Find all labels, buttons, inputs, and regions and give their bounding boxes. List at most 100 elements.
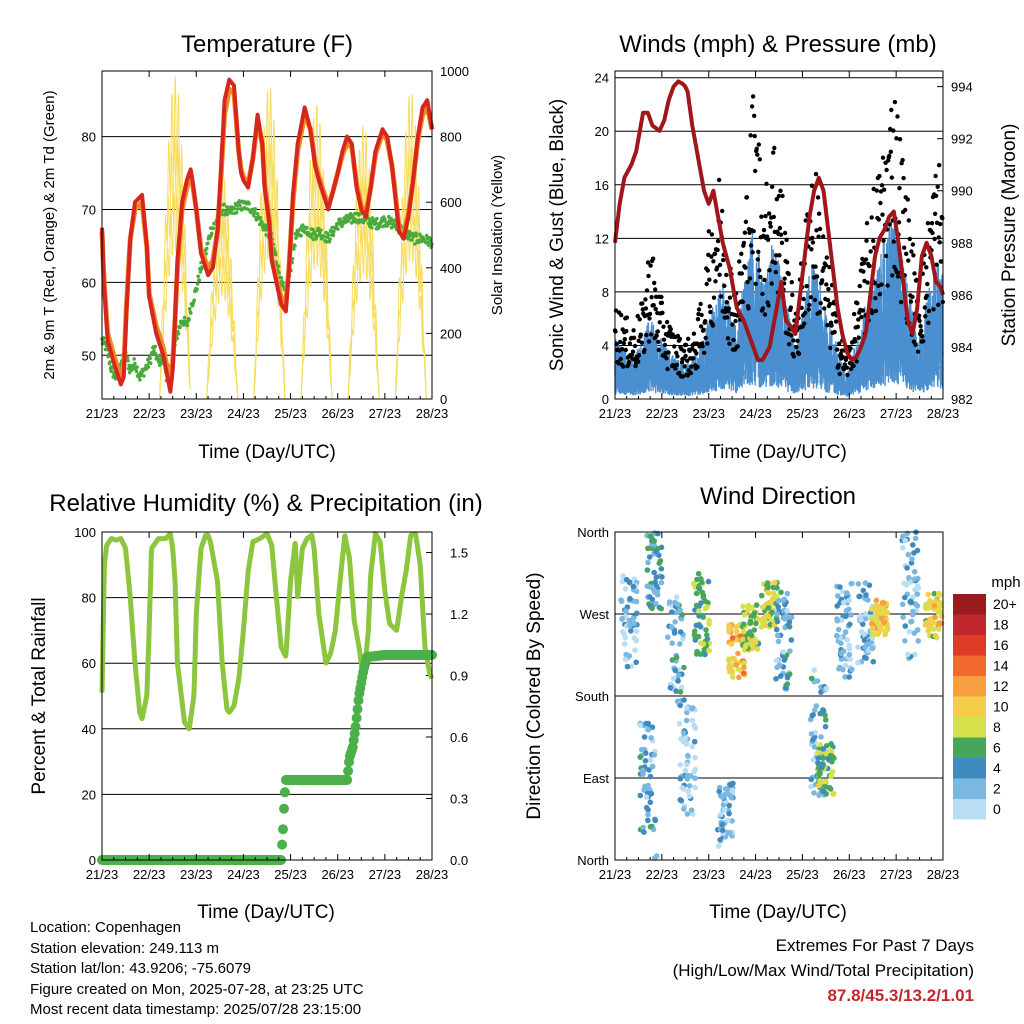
colorbar-label: 4 (993, 760, 1001, 776)
gust-point (683, 353, 688, 359)
dewpoint-point (109, 369, 113, 374)
gust-point (752, 133, 757, 139)
gust-point (624, 315, 630, 320)
y-right-tick-label: 800 (440, 130, 462, 145)
gust-point (848, 346, 853, 351)
gust-point (902, 245, 907, 250)
gust-point (757, 268, 762, 273)
direction-point (870, 658, 877, 665)
dewpoint-point (305, 225, 309, 230)
gust-point (621, 341, 626, 346)
direction-point (726, 802, 732, 809)
gust-point (773, 260, 778, 266)
direction-point (908, 618, 915, 625)
direction-point (914, 591, 921, 597)
direction-point (911, 568, 918, 575)
direction-point (702, 651, 708, 658)
gust-point (759, 214, 764, 219)
gust-point (935, 184, 940, 189)
gust-point (644, 288, 650, 293)
direction-point (808, 783, 814, 790)
gust-point (743, 219, 749, 224)
gust-point (737, 259, 742, 264)
gust-point (905, 197, 910, 202)
direction-point (677, 702, 683, 709)
direction-point (935, 609, 941, 616)
gust-point (707, 277, 712, 282)
direction-point (815, 749, 821, 756)
y-tick-label: 20 (595, 124, 609, 139)
colorbar-swatch (953, 676, 986, 697)
direction-point (822, 712, 828, 718)
direction-point (829, 759, 835, 765)
direction-point (688, 706, 695, 712)
direction-point (765, 605, 772, 611)
gust-point (649, 295, 654, 300)
direction-point (669, 657, 676, 663)
gust-point (891, 239, 896, 244)
colorbar-swatch (953, 758, 986, 779)
gust-point (766, 303, 771, 308)
gust-point (789, 333, 794, 338)
gust-point (746, 306, 751, 311)
gust-point (856, 335, 861, 340)
winds-title: Winds (mph) & Pressure (mb) (619, 31, 936, 58)
dewpoint-point (328, 237, 332, 241)
gust-point (719, 294, 724, 299)
gust-point (832, 329, 837, 335)
gust-point (874, 188, 879, 193)
gust-point (785, 260, 790, 265)
direction-point (818, 734, 824, 740)
gust-point (674, 350, 679, 356)
gust-point (883, 253, 889, 259)
dewpoint-point (255, 211, 260, 216)
direction-point (880, 600, 887, 606)
gust-point (772, 145, 777, 151)
gust-point (815, 195, 821, 200)
direction-point (780, 649, 787, 655)
direction-point (932, 632, 939, 639)
direction-point (869, 625, 876, 632)
gust-point (895, 274, 901, 279)
gust-point (753, 281, 758, 286)
dewpoint-point (236, 207, 240, 211)
direction-point (861, 637, 868, 644)
direction-point (846, 651, 853, 658)
gust-point (720, 208, 725, 214)
x-tick-label: 21/23 (599, 867, 632, 882)
gust-point (619, 312, 624, 318)
direction-point (910, 542, 916, 548)
solar-curve (253, 143, 286, 400)
dewpoint-point (375, 216, 379, 221)
dewpoint-point (178, 325, 182, 330)
direction-point (745, 602, 752, 609)
direction-point (774, 632, 781, 639)
y-right-tick-label: 600 (440, 195, 462, 210)
gust-point (637, 317, 642, 322)
dewpoint-point (138, 378, 142, 382)
gust-point (914, 277, 919, 283)
direction-point (646, 554, 653, 560)
direction-point (816, 769, 823, 776)
direction-point (627, 595, 633, 602)
dewpoint-point (195, 282, 200, 286)
direction-point (697, 624, 704, 630)
solar-curve (206, 215, 239, 400)
direction-point (788, 637, 795, 643)
gust-point (644, 332, 649, 338)
direction-point (633, 598, 640, 605)
y-right-tick-label: 0.0 (450, 853, 468, 868)
direction-point (844, 590, 850, 596)
temperature-y-label: 2m & 9m T (Red, Orange) & 2m Td (Green) (41, 90, 58, 379)
gust-point (926, 320, 931, 325)
direction-point (637, 722, 643, 728)
direction-point (784, 674, 791, 681)
gust-point (624, 328, 629, 334)
x-tick-label: 28/23 (416, 406, 449, 421)
gust-point (623, 347, 628, 353)
direction-point (677, 641, 683, 647)
direction-point (741, 612, 748, 618)
gust-point (733, 318, 738, 324)
direction-point (932, 598, 939, 605)
